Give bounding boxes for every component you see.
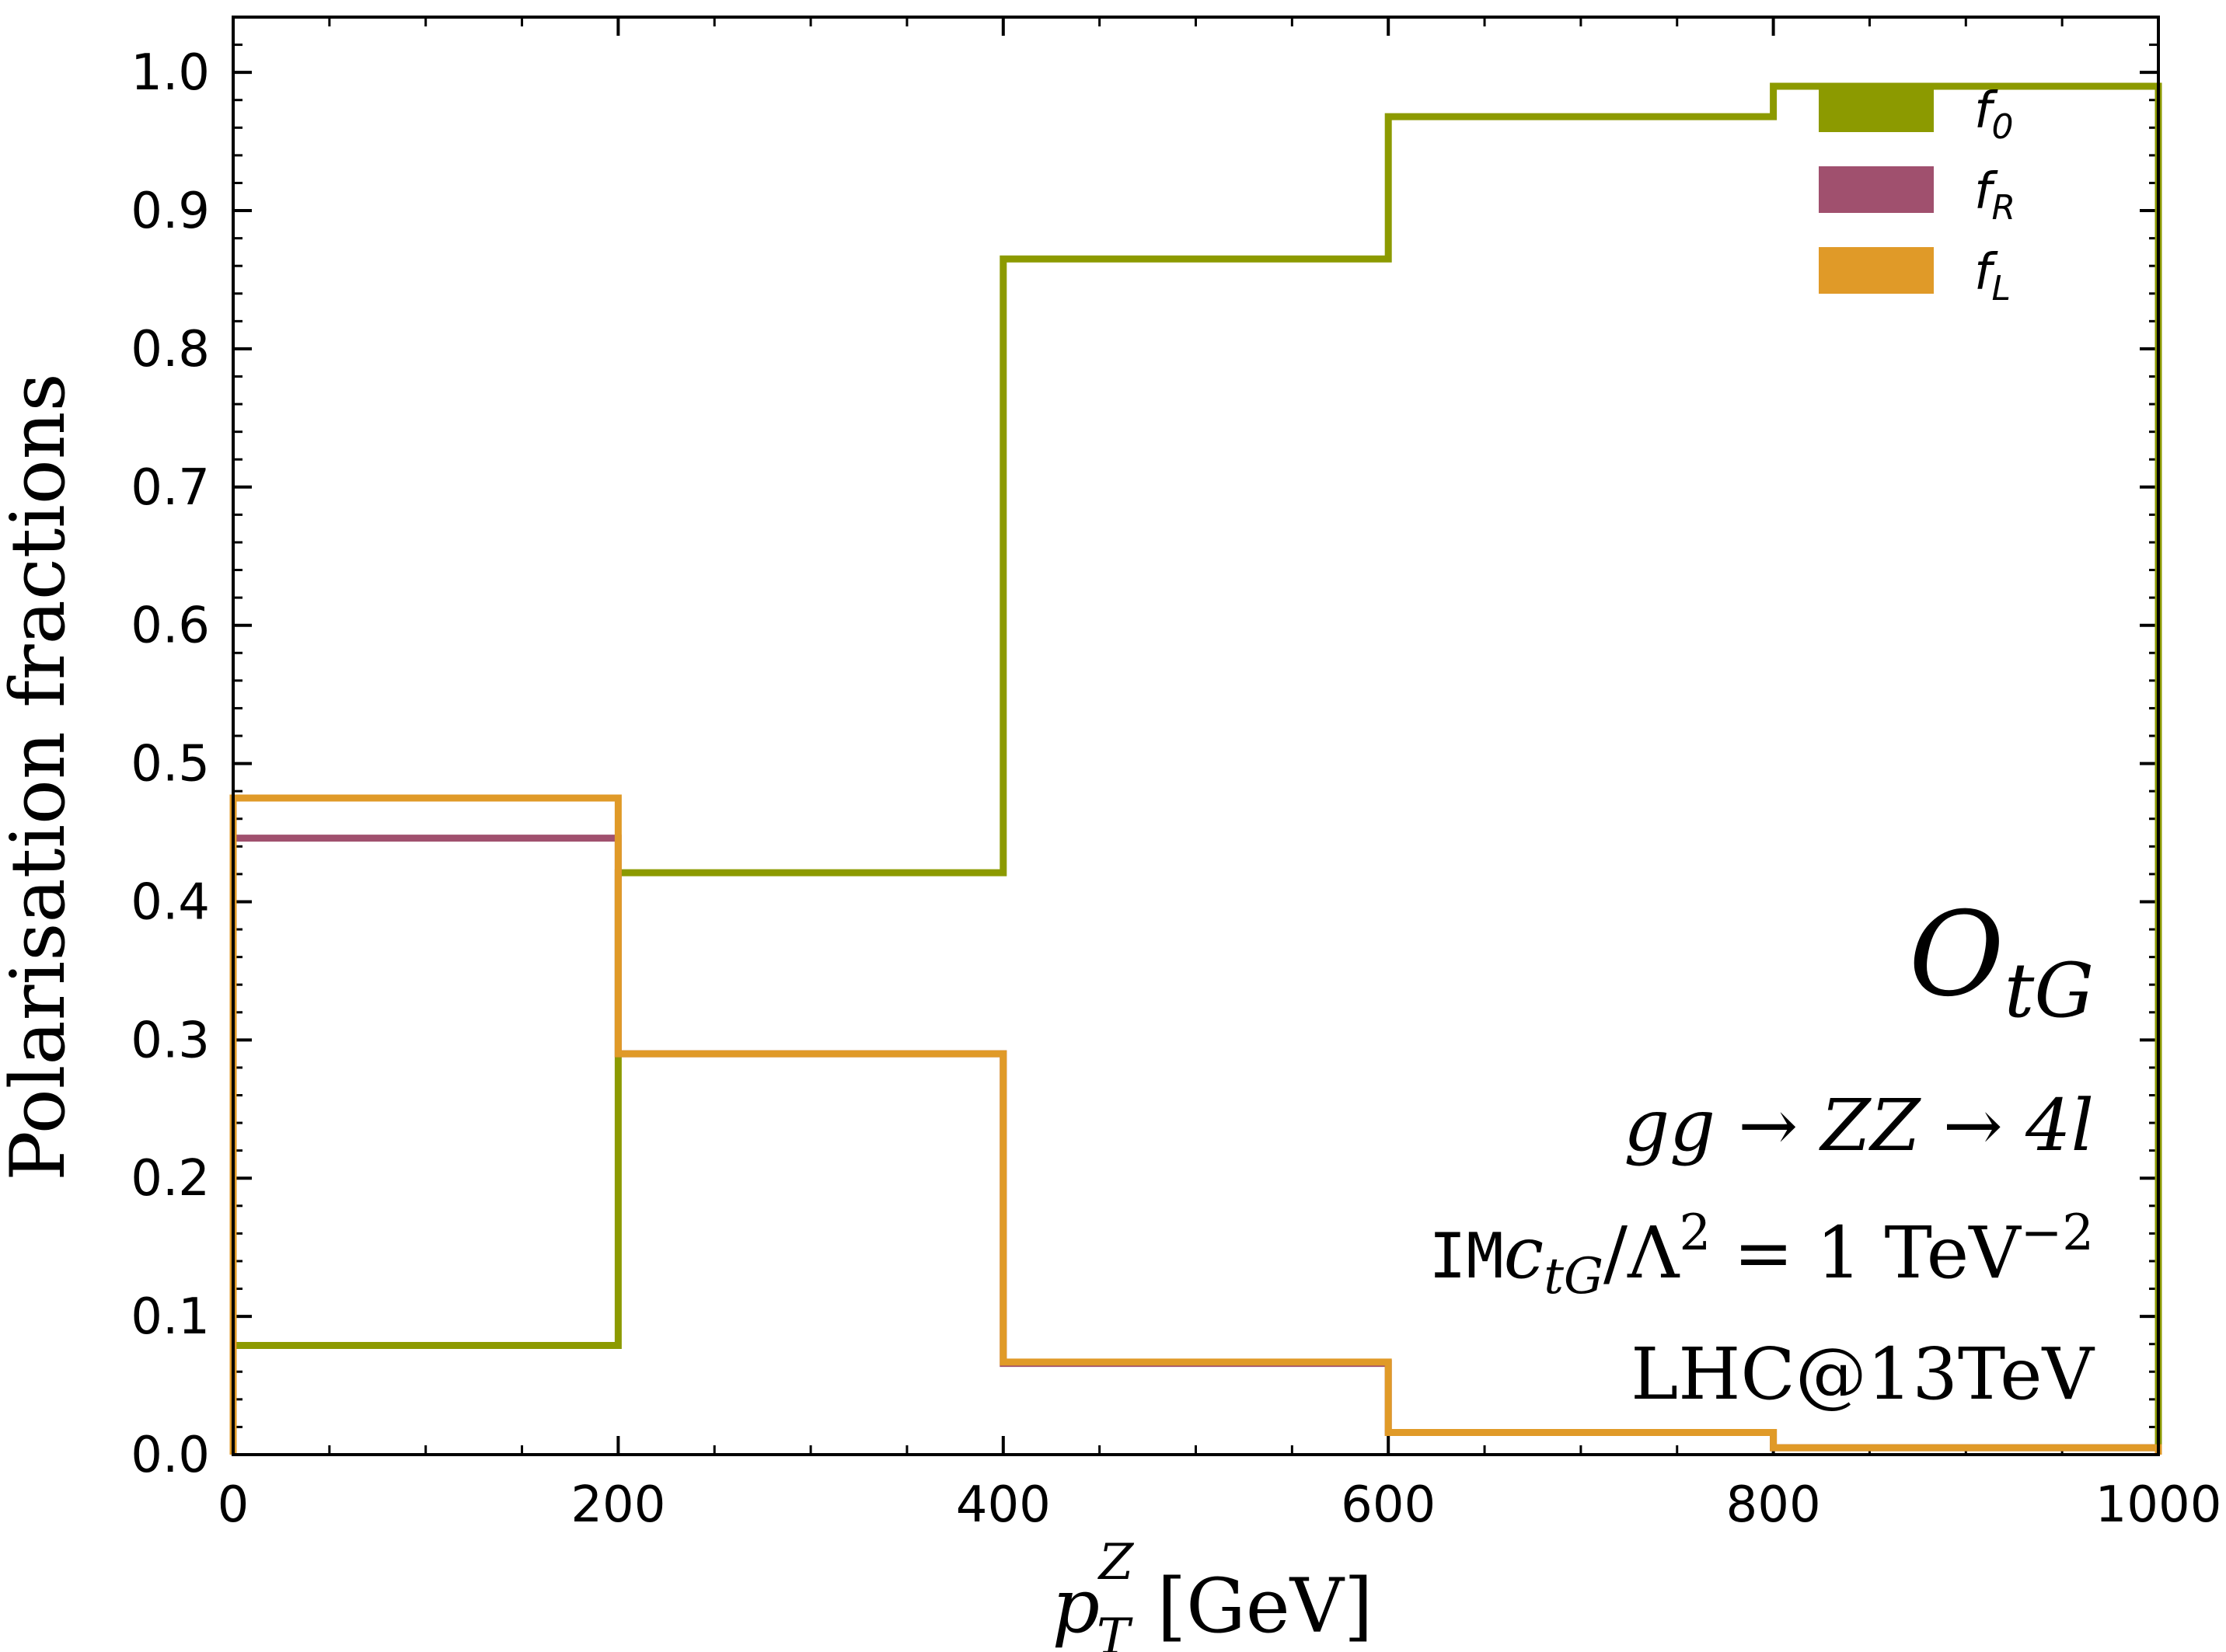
x-tick-label: 600 [1341, 1476, 1436, 1534]
legend-swatch-L [1819, 247, 1934, 294]
y-axis-title: Polarisation fractions [0, 373, 82, 1181]
collider-label: LHC@13TeV [1631, 1333, 2095, 1416]
y-tick-label: 0.5 [131, 736, 210, 793]
coupling-c-sub: tG [1544, 1248, 1603, 1305]
y-tick-label: 0.7 [131, 459, 210, 517]
coupling-c: c [1504, 1211, 1544, 1295]
operator-label: OtG [1909, 887, 2094, 1034]
annotations: OtG gg → ZZ → 4l IMctG/Λ2 = 1 TeV−2 LHC@… [1429, 887, 2095, 1416]
process-label: gg → ZZ → 4l [1624, 1084, 2094, 1167]
series-step-L [229, 794, 2162, 1455]
y-tick-label: 0.1 [131, 1288, 210, 1346]
x-tick-label: 800 [1726, 1476, 1821, 1534]
x-axis-title-sub: T [1097, 1608, 1133, 1652]
coupling-rest: /Λ [1603, 1211, 1680, 1295]
y-tick-label: 1.0 [131, 44, 210, 102]
axes-frame [232, 16, 2160, 1456]
x-axis-title-base: p [1052, 1563, 1100, 1650]
coupling-eq-sup: −2 [2021, 1204, 2094, 1262]
coupling-eq: = 1 TeV [1711, 1211, 2022, 1295]
y-tick-label: 0.2 [131, 1150, 210, 1208]
x-tick-label: 0 [218, 1476, 249, 1534]
coupling-rest-sup: 2 [1679, 1204, 1711, 1262]
x-tick-label: 400 [956, 1476, 1051, 1534]
coupling-label: IMctG/Λ2 = 1 TeV−2 [1429, 1204, 2094, 1305]
x-axis-title-sup: Z [1097, 1534, 1135, 1591]
legend-swatch-R [1819, 166, 1934, 213]
coupling-prefix: IM [1429, 1220, 1503, 1292]
tick-labels: 0 200 400 600 800 1000 0.0 0.1 0.2 0.3 0.4 0.5 0.6 0.… [131, 44, 2221, 1534]
y-tick-label: 0.4 [131, 873, 210, 931]
legend-swatch-0 [1819, 85, 1934, 132]
legend-label-R: fR [1974, 163, 2015, 228]
x-axis-title-unit: [GeV] [1133, 1563, 1373, 1650]
y-tick-label: 0.6 [131, 598, 210, 655]
y-tick-label: 0.8 [131, 321, 210, 378]
legend-label-sub: R [1992, 188, 2016, 228]
y-tick-label: 0.9 [131, 183, 210, 240]
x-axis-title: pTZ [GeV] [1052, 1534, 1373, 1652]
x-tick-label: 1000 [2095, 1476, 2222, 1534]
y-tick-label: 0.0 [131, 1427, 210, 1484]
legend-label-sub: 0 [1992, 107, 2014, 147]
y-tick-label: 0.3 [131, 1012, 210, 1069]
operator-sub: tG [2004, 947, 2094, 1034]
operator-base: O [1909, 887, 2004, 1023]
legend-label-sub: L [1992, 269, 2011, 308]
x-tick-label: 200 [570, 1476, 665, 1534]
